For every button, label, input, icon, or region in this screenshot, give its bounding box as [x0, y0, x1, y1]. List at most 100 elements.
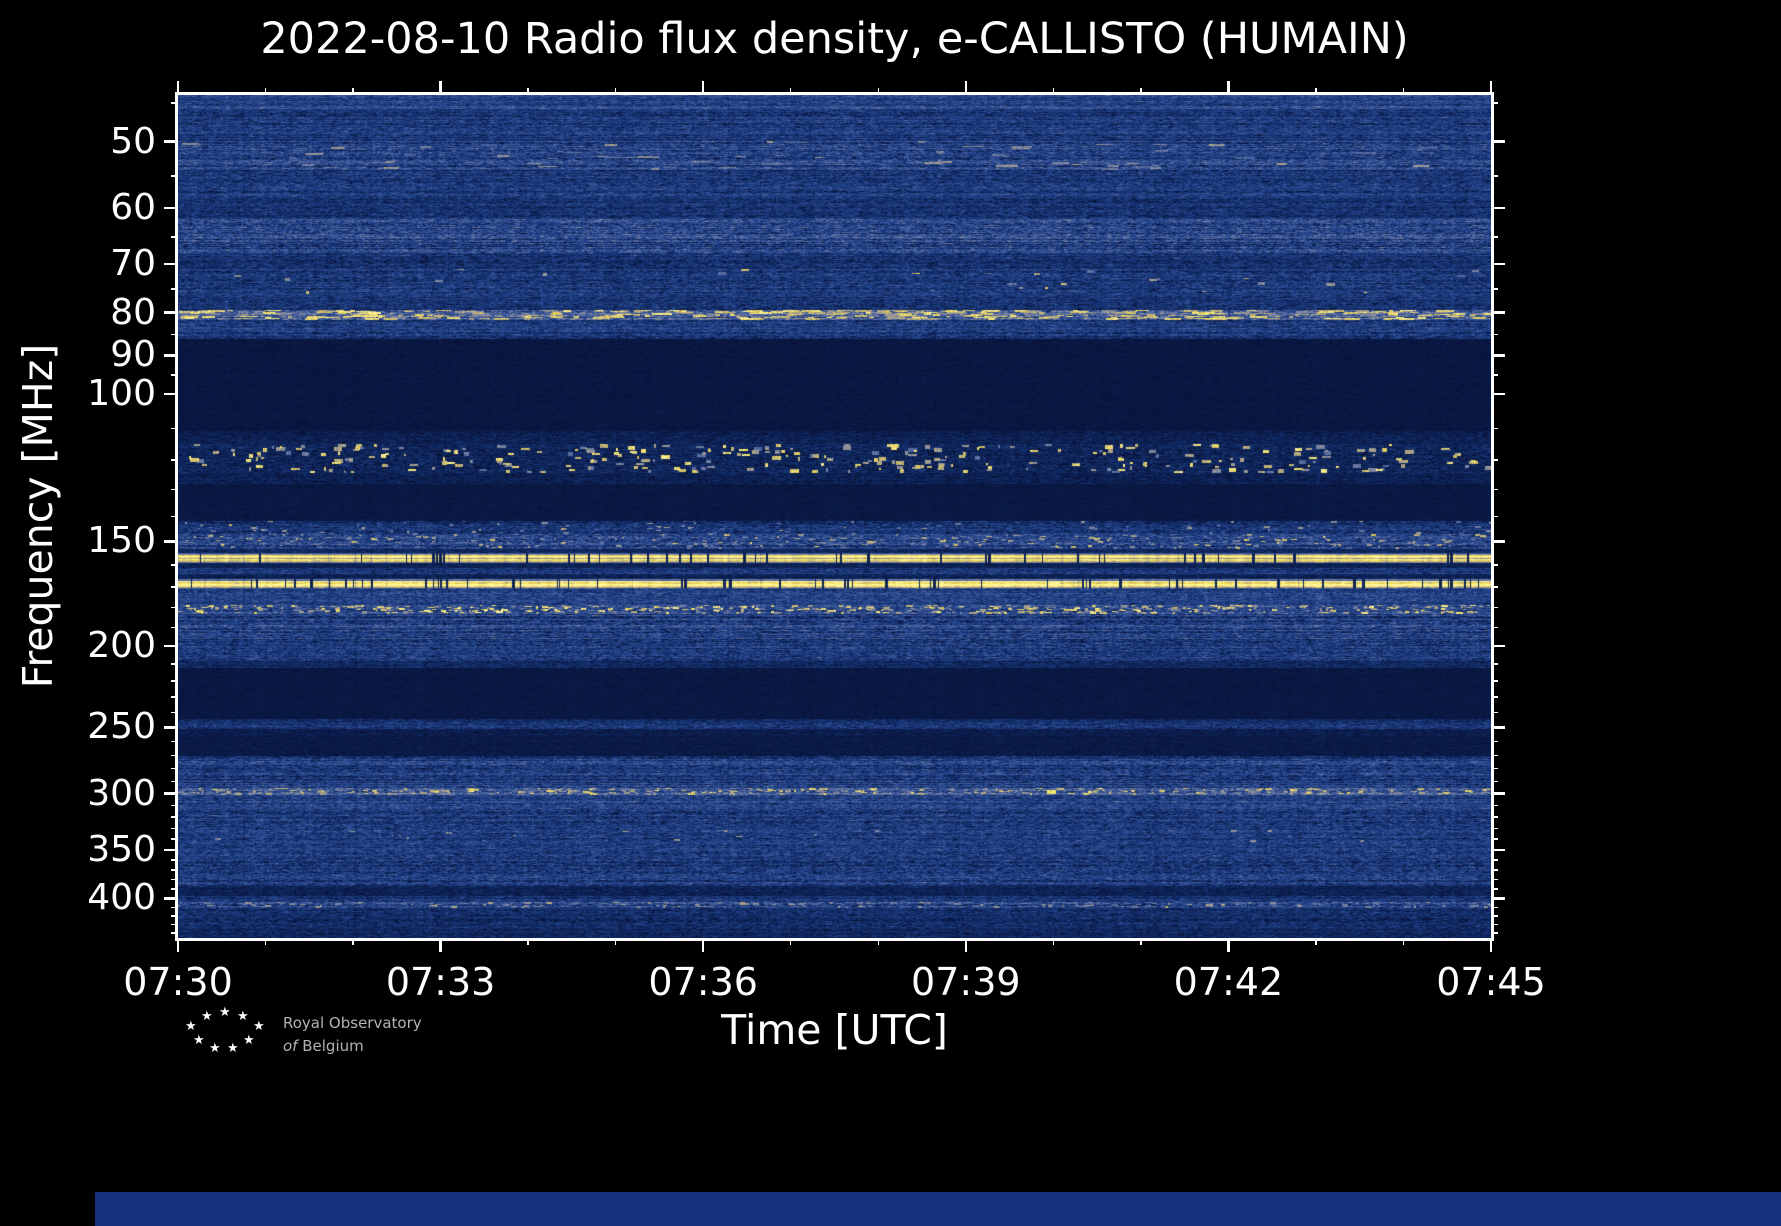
y-minor-tick	[171, 923, 178, 926]
y-major-tick	[164, 792, 178, 795]
y-major-tick-right	[1491, 726, 1505, 729]
x-minor-tick-top	[789, 88, 792, 95]
y-minor-tick	[171, 780, 178, 783]
y-major-tick-right	[1491, 644, 1505, 648]
x-major-tick-top	[176, 81, 180, 95]
x-minor-tick	[1402, 938, 1405, 945]
x-minor-tick	[614, 938, 617, 945]
y-tick-label: 350	[87, 828, 156, 870]
y-minor-tick	[171, 459, 178, 461]
x-minor-tick	[877, 938, 880, 945]
y-major-tick-right	[1491, 140, 1505, 143]
x-tick-label: 07:42	[1173, 960, 1284, 1004]
rob-logo-of: of	[283, 1037, 298, 1055]
y-minor-tick-right	[1491, 606, 1498, 609]
x-tick-label: 07:45	[1436, 960, 1546, 1004]
y-minor-tick-right	[1491, 932, 1498, 934]
y-minor-tick-right	[1491, 838, 1498, 840]
y-minor-tick-right	[1491, 767, 1498, 770]
y-minor-tick	[171, 586, 178, 588]
y-minor-tick	[171, 711, 178, 714]
y-minor-tick-right	[1491, 175, 1498, 177]
y-tick-label: 60	[110, 186, 156, 228]
y-minor-tick-right	[1491, 780, 1498, 783]
y-minor-tick-right	[1491, 888, 1498, 890]
x-major-tick-top	[1227, 81, 1230, 95]
y-minor-tick-right	[1491, 626, 1498, 629]
y-minor-tick	[171, 680, 178, 682]
y-minor-tick-right	[1491, 878, 1498, 881]
x-major-tick	[964, 938, 968, 952]
x-major-tick-top	[964, 81, 968, 95]
y-minor-tick-right	[1491, 459, 1498, 461]
x-major-tick	[176, 938, 180, 952]
x-minor-tick-top	[1052, 88, 1055, 95]
y-major-tick	[164, 644, 178, 648]
star-icon: ★	[227, 1041, 239, 1056]
y-minor-tick-right	[1491, 333, 1498, 336]
y-minor-tick-right	[1491, 102, 1498, 104]
x-minor-tick-top	[352, 88, 354, 95]
y-minor-tick	[171, 838, 178, 840]
star-icon: ★	[253, 1019, 265, 1034]
x-minor-tick	[264, 938, 267, 945]
y-minor-tick	[171, 859, 178, 861]
x-minor-tick	[1052, 938, 1055, 945]
y-major-tick	[164, 897, 178, 900]
x-major-tick-top	[1489, 81, 1493, 95]
y-major-tick-right	[1491, 311, 1505, 314]
x-major-tick-top	[439, 81, 442, 95]
y-minor-tick	[171, 767, 178, 770]
x-major-tick	[1227, 938, 1230, 952]
x-minor-tick	[1315, 938, 1317, 945]
y-tick-label: 250	[87, 706, 156, 748]
rob-logo-belgium: Belgium	[302, 1037, 364, 1055]
star-icon: ★	[201, 1009, 213, 1024]
y-minor-tick-right	[1491, 923, 1498, 926]
x-minor-tick-top	[614, 88, 617, 95]
y-minor-tick	[171, 374, 178, 376]
y-minor-tick	[171, 663, 178, 665]
x-tick-label: 07:36	[648, 960, 758, 1004]
rob-logo-text: Royal Observatory of Belgium	[283, 1012, 422, 1058]
y-minor-tick	[171, 878, 178, 881]
spectrogram-canvas	[178, 95, 1491, 938]
y-major-tick-right	[1491, 540, 1505, 543]
y-minor-tick	[171, 626, 178, 629]
y-major-tick-right	[1491, 392, 1505, 396]
y-minor-tick	[171, 915, 178, 917]
y-minor-tick-right	[1491, 740, 1498, 743]
y-major-tick	[164, 206, 178, 210]
y-minor-tick-right	[1491, 680, 1498, 682]
y-minor-tick-right	[1491, 696, 1498, 698]
y-major-tick	[164, 848, 178, 852]
y-minor-tick	[171, 606, 178, 609]
y-major-tick	[164, 540, 178, 543]
y-minor-tick-right	[1491, 827, 1498, 830]
y-minor-tick	[171, 175, 178, 177]
x-minor-tick-top	[1140, 88, 1142, 95]
y-tick-label: 50	[110, 120, 156, 162]
y-tick-label: 70	[110, 242, 156, 284]
y-minor-tick	[171, 932, 178, 934]
y-minor-tick	[171, 888, 178, 890]
x-axis-label: Time [UTC]	[721, 1006, 948, 1054]
x-tick-label: 07:39	[911, 960, 1021, 1004]
y-tick-label: 90	[110, 334, 156, 376]
x-major-tick	[701, 938, 705, 952]
y-major-tick	[164, 262, 178, 266]
x-minor-tick-top	[264, 88, 267, 95]
y-minor-tick-right	[1491, 488, 1498, 491]
y-minor-tick	[171, 827, 178, 830]
rob-logo-line2: of Belgium	[283, 1035, 422, 1058]
star-icon: ★	[209, 1041, 221, 1056]
y-tick-label: 150	[87, 520, 156, 562]
star-icon: ★	[185, 1019, 197, 1034]
y-major-tick-right	[1491, 354, 1505, 357]
y-major-tick-right	[1491, 262, 1505, 266]
y-minor-tick-right	[1491, 586, 1498, 588]
y-minor-tick	[171, 427, 178, 430]
y-major-tick	[164, 311, 178, 314]
rob-logo-stars-icon: ★ ★ ★ ★ ★ ★ ★ ★ ★	[183, 1004, 275, 1064]
